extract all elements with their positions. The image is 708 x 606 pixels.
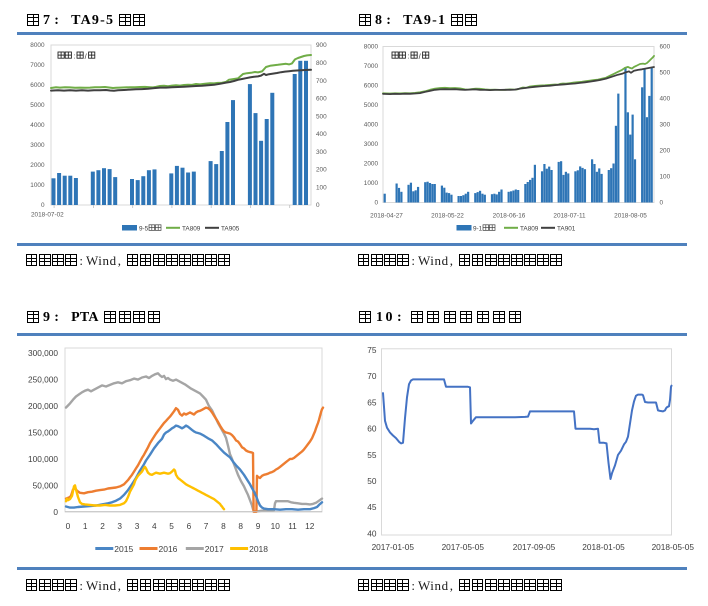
svg-text:12: 12 xyxy=(305,521,315,531)
svg-text:2: 2 xyxy=(100,521,105,531)
svg-text:2018-07-02: 2018-07-02 xyxy=(31,212,64,219)
svg-text:2017-05-05: 2017-05-05 xyxy=(442,542,485,552)
svg-text:60: 60 xyxy=(367,424,377,434)
svg-text:/: / xyxy=(419,52,422,61)
svg-text:5000: 5000 xyxy=(364,102,379,109)
svg-text:0: 0 xyxy=(374,200,378,207)
svg-text:2017: 2017 xyxy=(205,544,224,554)
svg-text:1000: 1000 xyxy=(364,180,379,187)
svg-text::: : xyxy=(408,53,410,60)
svg-text:2017-09-05: 2017-09-05 xyxy=(513,542,556,552)
svg-text:2017-01-05: 2017-01-05 xyxy=(372,542,415,552)
svg-text:1000: 1000 xyxy=(30,182,45,189)
svg-text:0: 0 xyxy=(41,202,45,209)
svg-text:45: 45 xyxy=(367,502,377,512)
svg-text:75: 75 xyxy=(367,345,377,355)
svg-text:1: 1 xyxy=(83,521,88,531)
svg-text:2018: 2018 xyxy=(249,544,268,554)
svg-text:800: 800 xyxy=(316,60,327,67)
svg-text:8: 8 xyxy=(221,521,226,531)
svg-text:700: 700 xyxy=(316,78,327,85)
svg-text:9-5: 9-5 xyxy=(139,226,149,233)
svg-text:8: 8 xyxy=(238,521,243,531)
svg-text:300: 300 xyxy=(316,149,327,156)
svg-text:3: 3 xyxy=(117,521,122,531)
svg-text:50: 50 xyxy=(367,476,377,486)
svg-text:6000: 6000 xyxy=(364,83,379,90)
svg-text:500: 500 xyxy=(660,70,671,77)
svg-text:9-1: 9-1 xyxy=(473,226,483,233)
svg-text:0: 0 xyxy=(53,507,58,517)
svg-text:11: 11 xyxy=(288,521,297,531)
svg-text:TA809: TA809 xyxy=(182,226,201,233)
svg-text:40: 40 xyxy=(367,528,377,538)
svg-text:4: 4 xyxy=(152,521,157,531)
svg-text:4000: 4000 xyxy=(30,122,45,129)
svg-text:TA809: TA809 xyxy=(520,226,539,233)
svg-text:2015: 2015 xyxy=(114,544,133,554)
svg-text:5: 5 xyxy=(169,521,174,531)
svg-text:2018-05-05: 2018-05-05 xyxy=(652,542,695,552)
svg-text:3000: 3000 xyxy=(30,142,45,149)
svg-text:100,000: 100,000 xyxy=(28,454,58,464)
svg-text:70: 70 xyxy=(367,371,377,381)
svg-text:200,000: 200,000 xyxy=(28,401,58,411)
svg-text:2018-01-05: 2018-01-05 xyxy=(582,542,625,552)
svg-text:/: / xyxy=(85,52,88,61)
svg-text:55: 55 xyxy=(367,450,377,460)
svg-text:500: 500 xyxy=(316,113,327,120)
svg-text:2018-08-05: 2018-08-05 xyxy=(614,213,647,220)
svg-text:100: 100 xyxy=(316,184,327,191)
svg-text:300: 300 xyxy=(660,122,671,129)
svg-text:200: 200 xyxy=(316,167,327,174)
svg-text::: : xyxy=(74,53,76,60)
svg-text:0: 0 xyxy=(316,202,320,209)
svg-text:400: 400 xyxy=(316,131,327,138)
svg-text:7: 7 xyxy=(204,521,209,531)
svg-text:100: 100 xyxy=(660,174,671,181)
svg-text:5000: 5000 xyxy=(30,102,45,109)
svg-text:2000: 2000 xyxy=(30,162,45,169)
svg-text:65: 65 xyxy=(367,397,377,407)
svg-text:8000: 8000 xyxy=(30,42,45,49)
svg-text:TA901: TA901 xyxy=(557,226,576,233)
svg-text:200: 200 xyxy=(660,148,671,155)
svg-text:2018-05-22: 2018-05-22 xyxy=(431,213,464,220)
svg-text:150,000: 150,000 xyxy=(28,428,58,438)
svg-text:250,000: 250,000 xyxy=(28,375,58,385)
svg-text:6000: 6000 xyxy=(30,82,45,89)
svg-text:2000: 2000 xyxy=(364,161,379,168)
svg-text:6: 6 xyxy=(187,521,192,531)
svg-text:7000: 7000 xyxy=(364,63,379,70)
svg-text:900: 900 xyxy=(316,42,327,49)
svg-text:3: 3 xyxy=(135,521,140,531)
svg-text:10: 10 xyxy=(271,521,281,531)
svg-text:300,000: 300,000 xyxy=(28,348,58,358)
svg-text:8000: 8000 xyxy=(364,44,379,51)
svg-text:400: 400 xyxy=(660,96,671,103)
svg-text:0: 0 xyxy=(660,200,664,207)
svg-text:2018-04-27: 2018-04-27 xyxy=(370,213,403,220)
svg-text:600: 600 xyxy=(660,44,671,51)
svg-text:7000: 7000 xyxy=(30,62,45,69)
svg-text:2018-07-11: 2018-07-11 xyxy=(553,213,586,220)
svg-text:TA905: TA905 xyxy=(221,226,240,233)
svg-text:2018-06-16: 2018-06-16 xyxy=(493,213,526,220)
svg-text:2016: 2016 xyxy=(159,544,178,554)
svg-text:600: 600 xyxy=(316,96,327,103)
svg-text:0: 0 xyxy=(66,521,71,531)
svg-text:3000: 3000 xyxy=(364,141,379,148)
svg-text:9: 9 xyxy=(256,521,261,531)
svg-text:4000: 4000 xyxy=(364,122,379,129)
svg-text:50,000: 50,000 xyxy=(33,480,59,490)
